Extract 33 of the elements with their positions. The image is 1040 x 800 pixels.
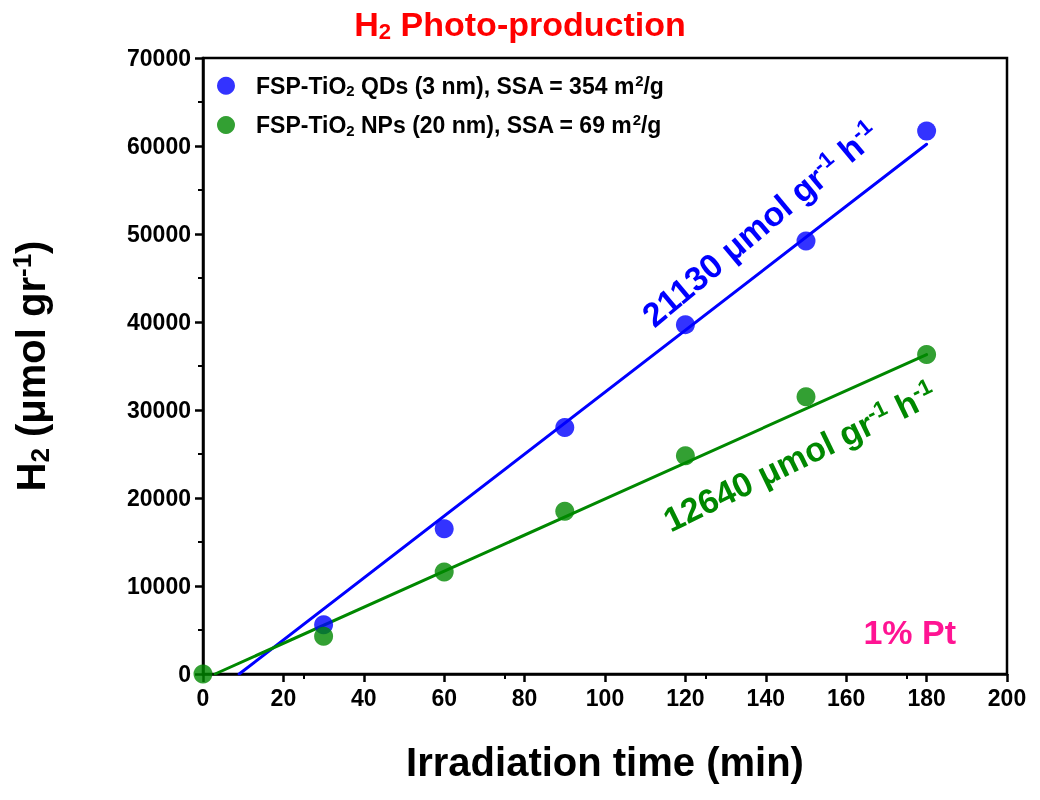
point <box>796 387 816 407</box>
point <box>555 501 575 521</box>
x-tick-label: 100 <box>585 684 625 711</box>
x-tick-label: 40 <box>351 684 377 711</box>
annotation: 1% Pt <box>863 613 957 652</box>
point <box>796 231 816 251</box>
y-tick-label: 70000 <box>127 45 191 71</box>
x-tick-label: 180 <box>907 684 946 711</box>
x-tick-label: 120 <box>666 684 705 711</box>
x-tick-label: 140 <box>746 684 785 711</box>
x-tick-label: 200 <box>987 684 1027 711</box>
y-tick-label: 50000 <box>127 221 191 247</box>
x-axis-title: Irradiation time (min) <box>406 740 804 784</box>
point <box>555 418 575 438</box>
point <box>434 562 454 582</box>
x-tick-label: 80 <box>511 684 538 711</box>
x-tick-label: 0 <box>196 684 210 711</box>
y-tick-label: 30000 <box>127 397 191 423</box>
point <box>675 446 695 466</box>
y-tick-label: 0 <box>178 661 191 687</box>
point <box>917 121 937 141</box>
x-tick-label: 160 <box>827 684 866 711</box>
point <box>917 345 937 365</box>
y-tick-label: 40000 <box>127 309 191 335</box>
y-tick-label: 20000 <box>127 485 191 511</box>
point <box>434 519 454 539</box>
x-tick-label: 20 <box>270 684 297 711</box>
y-axis-title: H2 (μmol gr-1) <box>7 240 55 492</box>
y-tick-label: 10000 <box>127 573 191 599</box>
x-tick-label: 60 <box>431 684 457 711</box>
y-tick-label: 60000 <box>127 133 191 159</box>
point <box>193 664 213 684</box>
point <box>314 626 334 646</box>
